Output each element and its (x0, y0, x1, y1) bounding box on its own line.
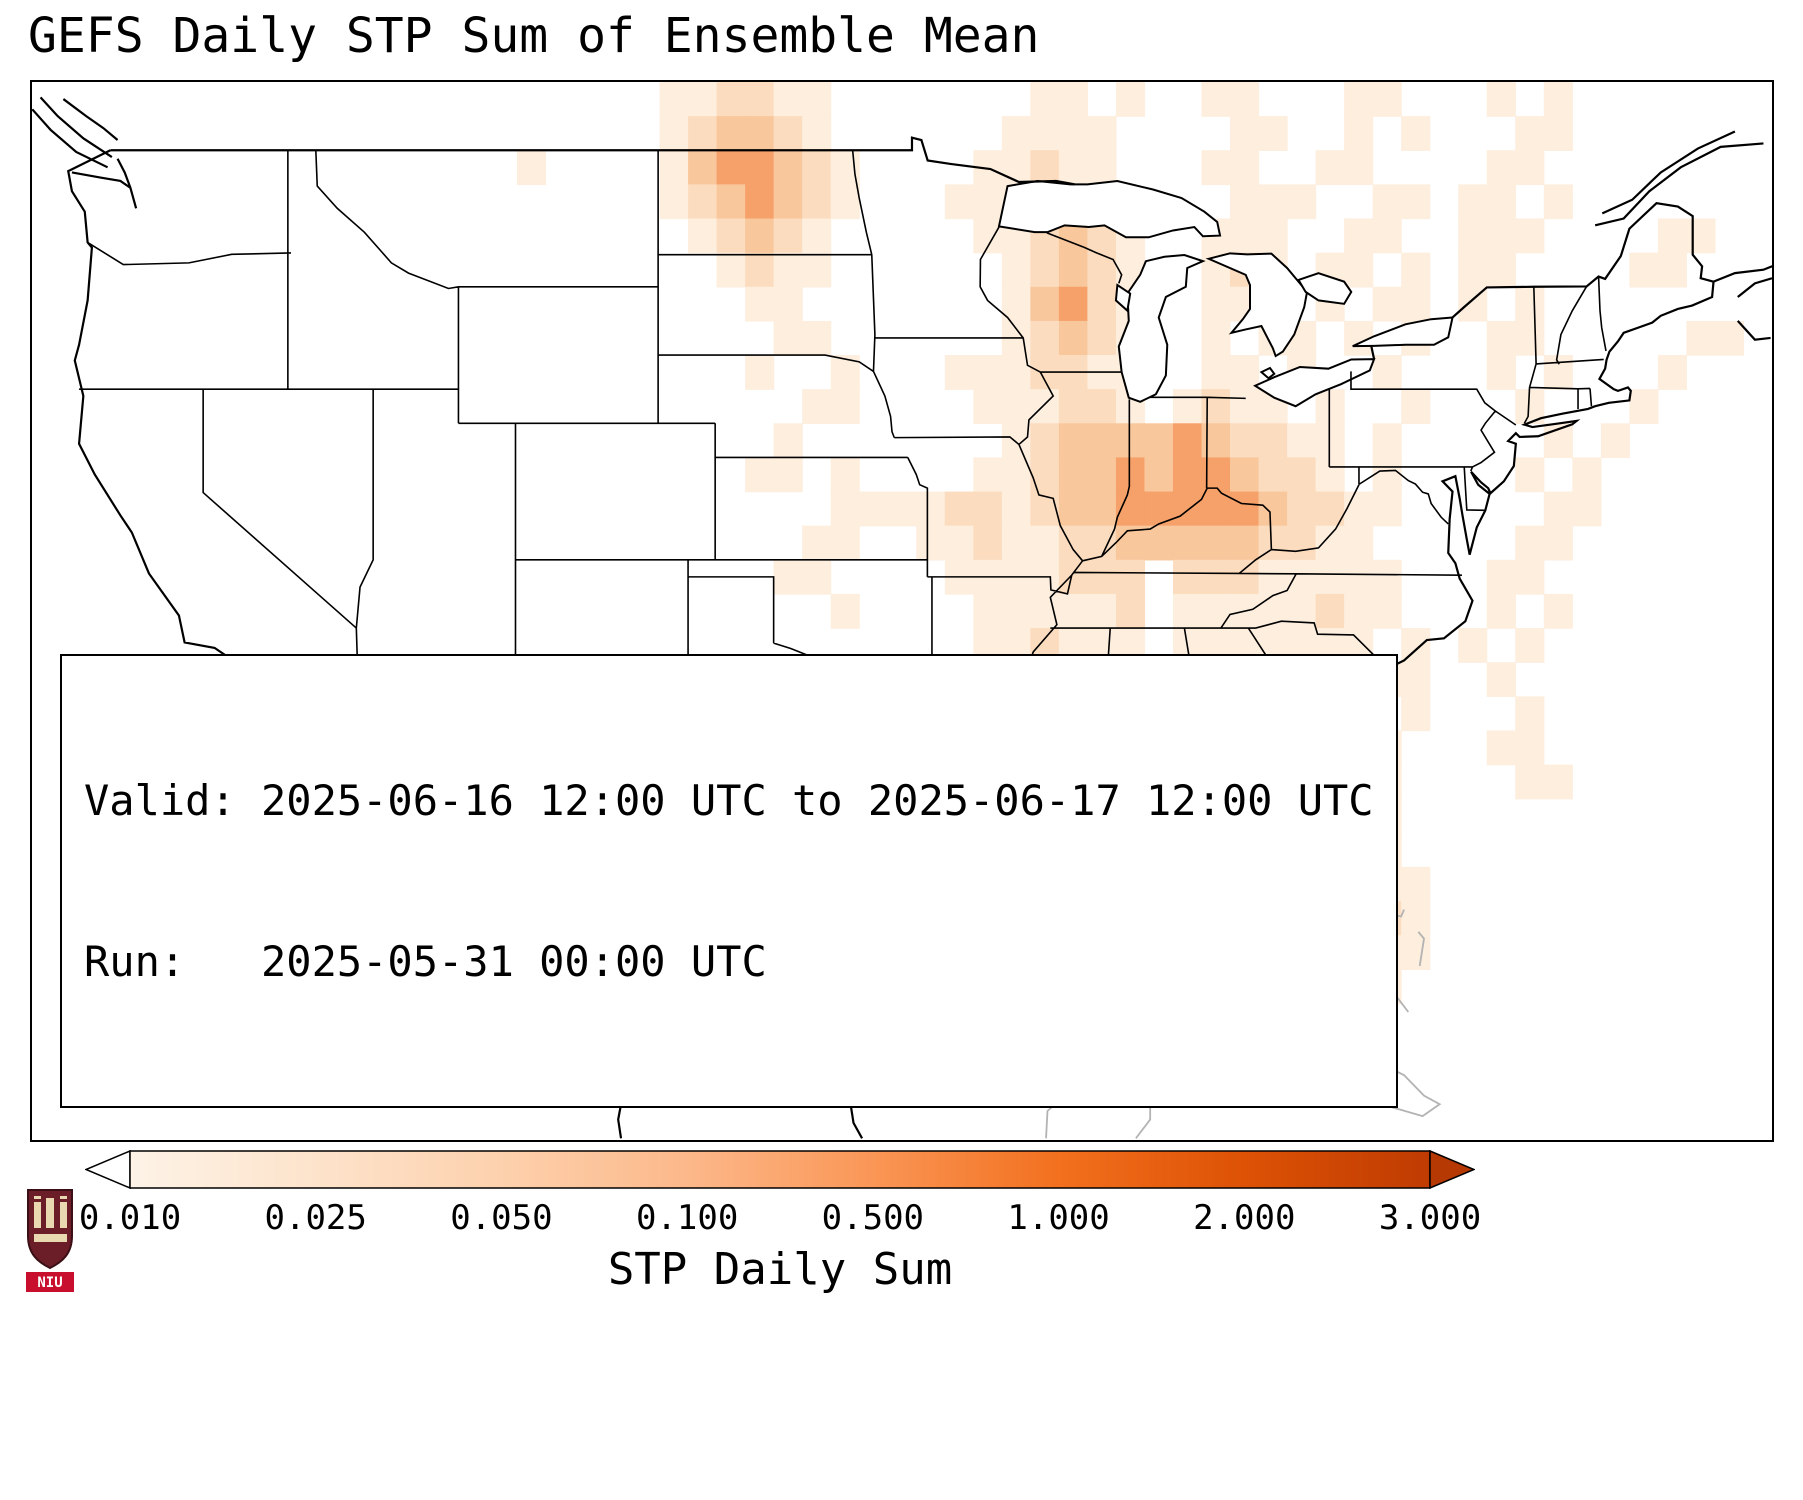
green-bay (1116, 285, 1130, 311)
canada-border-west (110, 138, 1074, 185)
lake-superior (999, 181, 1220, 237)
colorbar-tick: 0.010 (78, 1198, 182, 1238)
colorbar-tick: 1.000 (1007, 1198, 1110, 1238)
colorbar (85, 1150, 1475, 1190)
lake-huron (1209, 253, 1307, 356)
colorbar-tick: 3.000 (1378, 1198, 1482, 1238)
logo-text: NIU (37, 1275, 62, 1291)
bc-pacific-coast (32, 97, 136, 208)
chart-title: GEFS Daily STP Sum of Ensemble Mean (28, 8, 1040, 64)
colorbar-bar (129, 1150, 1431, 1189)
info-box: Valid: 2025-06-16 12:00 UTC to 2025-06-1… (60, 654, 1398, 1108)
canada-border-east (1371, 203, 1713, 359)
lake-st-clair (1261, 368, 1274, 378)
lake-michigan (1119, 255, 1203, 402)
lake-erie (1255, 359, 1374, 406)
colorbar-right-arrow (1429, 1150, 1475, 1190)
lake-ontario (1353, 317, 1453, 346)
valid-line: Valid: 2025-06-16 12:00 UTC to 2025-06-1… (84, 775, 1374, 825)
map-frame: Valid: 2025-06-16 12:00 UTC to 2025-06-1… (30, 80, 1774, 1142)
canada-atlantic-coast (1595, 131, 1772, 339)
colorbar-tick: 0.025 (264, 1198, 367, 1238)
logo-band (26, 1272, 74, 1292)
niu-logo: NIU (26, 1189, 74, 1292)
lakes-layer (999, 181, 1453, 406)
colorbar-tick: 0.500 (821, 1198, 925, 1238)
colorbar-tick: 0.100 (635, 1198, 739, 1238)
colorbar-left-arrow (85, 1150, 131, 1190)
colorbar-label: STP Daily Sum (607, 1244, 953, 1295)
georgian-bay (1298, 273, 1351, 304)
colorbar-tick: 2.000 (1193, 1198, 1296, 1238)
logo-castle-icon (34, 1196, 67, 1242)
run-line: Run: 2025-05-31 00:00 UTC (84, 936, 767, 986)
colorbar-ticks: 0.010 0.025 0.050 0.100 0.500 1.000 2.000 3.000 (79, 1198, 1481, 1240)
colorbar-tick: 0.050 (450, 1198, 553, 1238)
